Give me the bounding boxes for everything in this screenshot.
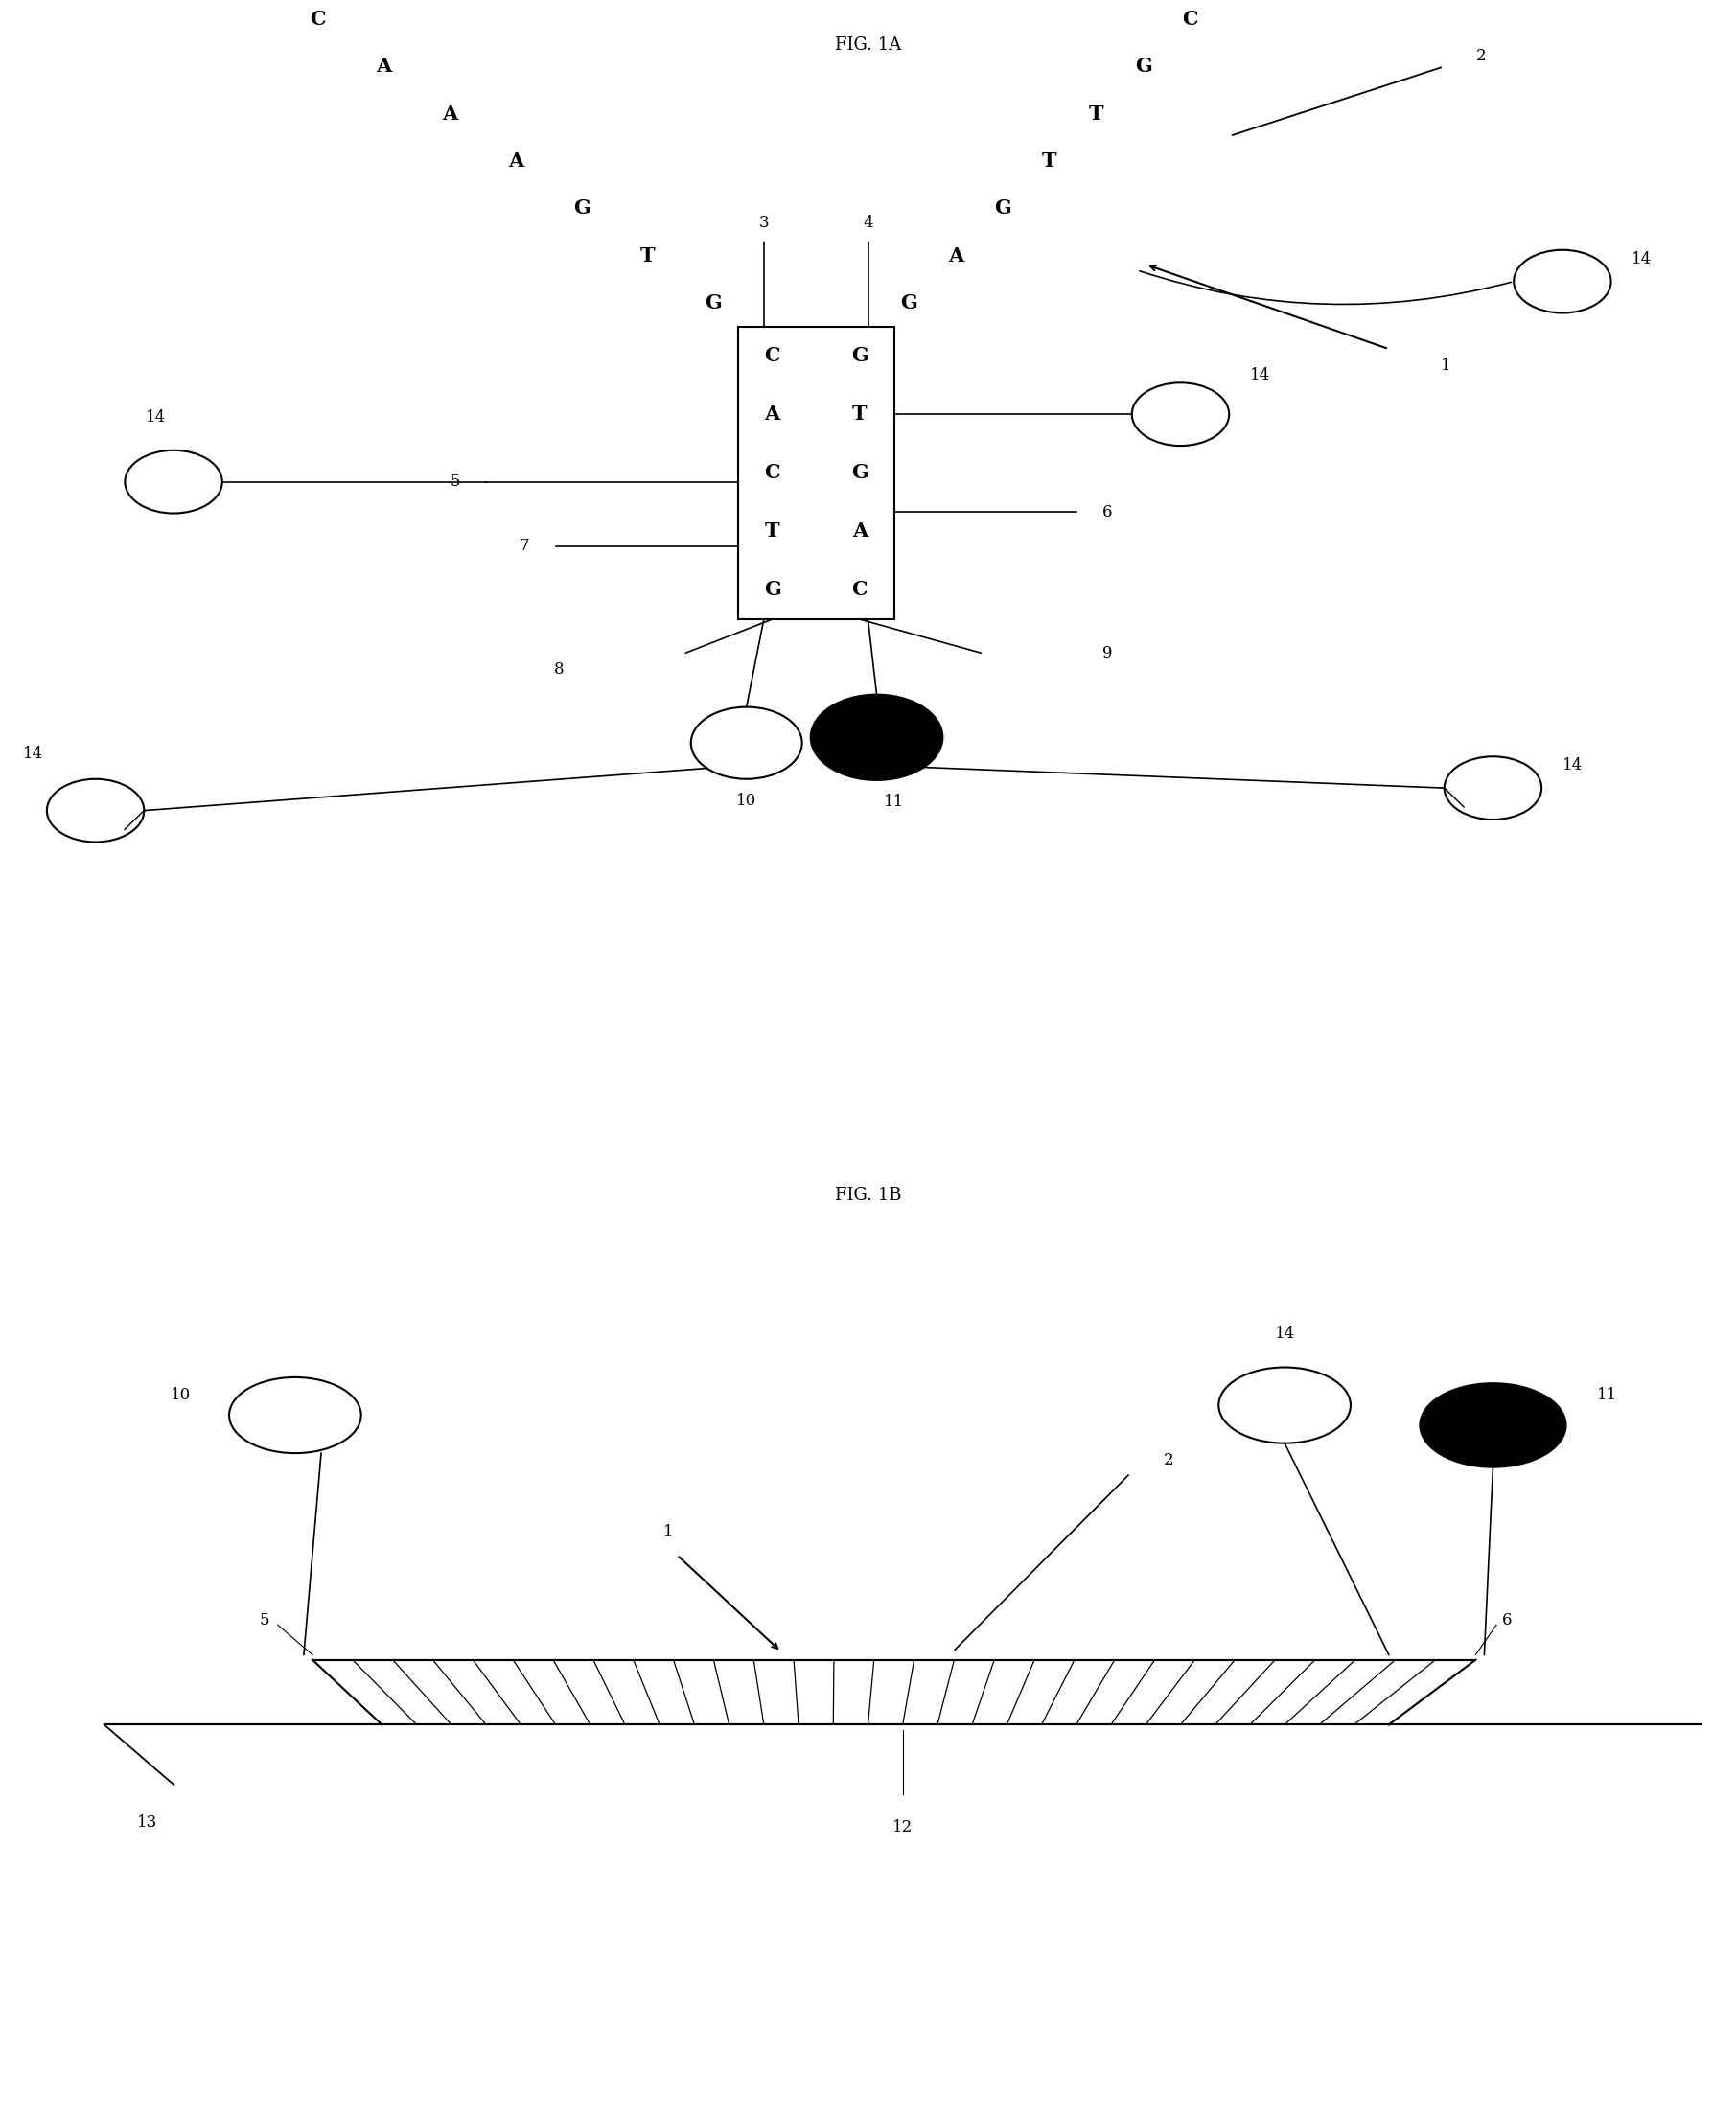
Text: 2: 2	[1163, 1453, 1174, 1468]
Bar	[738, 327, 894, 620]
Text: C: C	[764, 346, 779, 365]
Text: C: C	[764, 463, 779, 482]
Text: 14: 14	[1562, 758, 1583, 773]
Text: A: A	[509, 151, 523, 170]
Text: G: G	[705, 293, 722, 312]
Text: T: T	[852, 406, 868, 425]
Text: A: A	[377, 57, 391, 76]
Text: A: A	[948, 246, 963, 266]
Text: 1: 1	[1441, 357, 1451, 374]
Text: 14: 14	[1632, 251, 1653, 268]
Text: 10: 10	[736, 792, 757, 809]
Text: 6: 6	[1102, 503, 1113, 520]
Text: A: A	[764, 406, 779, 425]
Text: A: A	[443, 104, 457, 123]
Text: 14: 14	[1274, 1325, 1295, 1342]
Text: G: G	[764, 580, 781, 599]
Text: 4: 4	[863, 215, 873, 232]
Text: 14: 14	[1250, 367, 1271, 382]
Text: 1: 1	[663, 1523, 674, 1540]
Text: 14: 14	[146, 410, 167, 425]
Text: 5: 5	[450, 474, 460, 491]
Text: 6: 6	[1502, 1612, 1512, 1627]
Text: 8: 8	[554, 663, 564, 678]
Text: 3: 3	[759, 215, 769, 232]
Circle shape	[1420, 1383, 1566, 1468]
Text: G: G	[573, 200, 590, 219]
Text: 9: 9	[1102, 646, 1113, 661]
Text: T: T	[1042, 151, 1057, 170]
Text: T: T	[1088, 104, 1104, 123]
Text: 11: 11	[884, 794, 904, 809]
Text: G: G	[1135, 57, 1151, 76]
Text: 2: 2	[1476, 49, 1486, 64]
Text: G: G	[995, 200, 1010, 219]
Text: FIG. 1A: FIG. 1A	[835, 36, 901, 53]
Text: C: C	[1182, 8, 1198, 30]
Text: 5: 5	[259, 1612, 269, 1627]
Text: 14: 14	[23, 746, 43, 763]
Text: T: T	[764, 523, 779, 542]
Text: 11: 11	[1597, 1387, 1618, 1404]
Text: 13: 13	[137, 1814, 158, 1831]
Text: FIG. 1B: FIG. 1B	[835, 1187, 901, 1204]
Text: 10: 10	[170, 1387, 191, 1404]
Text: 12: 12	[892, 1820, 913, 1835]
Text: G: G	[851, 463, 868, 482]
Circle shape	[811, 695, 943, 780]
Text: G: G	[851, 346, 868, 365]
Text: A: A	[852, 523, 868, 542]
Text: C: C	[309, 8, 326, 30]
Text: G: G	[901, 293, 917, 312]
Text: 7: 7	[519, 537, 529, 554]
Text: T: T	[641, 246, 654, 266]
Text: C: C	[852, 580, 868, 599]
